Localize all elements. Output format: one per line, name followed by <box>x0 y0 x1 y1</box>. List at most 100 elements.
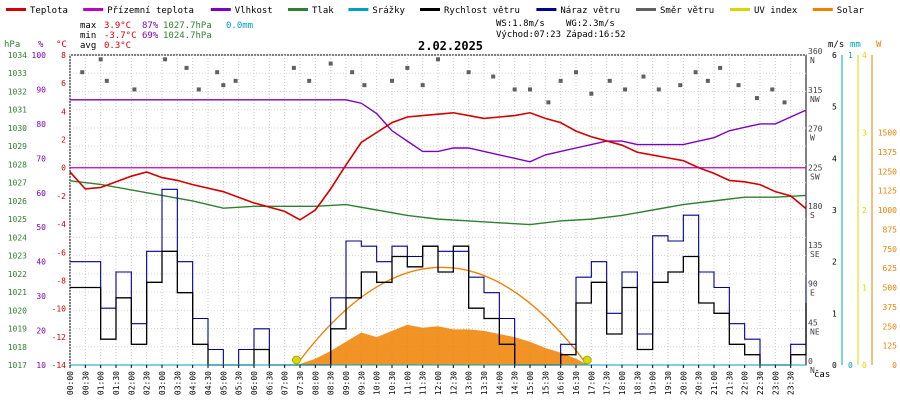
x-tick-label: 22:30 <box>756 371 765 395</box>
legend-label: Směr větru <box>660 6 714 16</box>
temperature-tick-label: -10 <box>52 305 67 314</box>
humidity-tick-label: 10 <box>36 361 46 370</box>
solar-tick-label: 1125 <box>878 187 897 196</box>
pressure-tick-label: 1033 <box>8 69 27 78</box>
x-tick-label: 05:30 <box>235 371 244 395</box>
stat-max-hum: 87% <box>142 21 159 31</box>
wind-direction-point <box>420 83 425 88</box>
legend-label: Teplota <box>30 6 68 16</box>
temperature-tick-label: -12 <box>52 333 67 342</box>
sunrise-stat: Východ:07:23 <box>496 30 561 40</box>
axes: 1017101810191020102110221023102410251026… <box>8 47 897 395</box>
wind-speed-tick-label: 0 <box>832 361 837 370</box>
axis-unit-labels: hPa % °C m/s mm W čas <box>4 40 882 380</box>
temperature-tick-label: -4 <box>56 220 66 229</box>
wind-direction-degree: 45 <box>808 318 818 327</box>
x-tick-label: 20:30 <box>695 371 704 395</box>
legend-swatch <box>420 8 440 11</box>
solar-tick-label: 1375 <box>878 148 897 157</box>
wind-speed-tick-label: 6 <box>832 51 837 60</box>
wind-direction-degree: 90 <box>808 280 818 289</box>
pressure-tick-label: 1018 <box>8 343 27 352</box>
precipitation-tick-label: 1 <box>848 51 853 60</box>
wind-direction-point <box>132 87 137 92</box>
wind-speed-tick-label: 3 <box>832 206 837 215</box>
unit-pct: % <box>38 40 44 50</box>
temperature-tick-label: 6 <box>61 79 66 88</box>
wind-speed-tick-label: 1 <box>832 309 837 318</box>
unit-w: W <box>876 40 882 50</box>
x-tick-label: 02:00 <box>127 371 136 395</box>
wind-direction-point <box>718 65 723 70</box>
legend-swatch <box>288 8 308 11</box>
x-tick-label: 11:00 <box>403 371 412 395</box>
x-tick-label: 16:00 <box>557 371 566 395</box>
precipitation-tick-label: 0 <box>848 361 853 370</box>
pressure-tick-label: 1029 <box>8 142 27 151</box>
wind-direction-point <box>693 70 698 75</box>
wind-speed-tick-label: 4 <box>832 154 837 163</box>
pressure-tick-label: 1020 <box>8 306 27 315</box>
wind-direction-point <box>589 91 594 96</box>
x-tick-label: 13:30 <box>480 371 489 395</box>
wind-direction-point <box>770 87 775 92</box>
uv-tick-label: 2 <box>862 206 867 215</box>
legend-label: Vlhkost <box>235 6 273 16</box>
x-tick-label: 18:30 <box>633 371 642 395</box>
wind-direction-degree: 225 <box>808 163 823 172</box>
wind-gust-line <box>70 188 807 366</box>
temperature-tick-label: 0 <box>61 164 66 173</box>
x-tick-label: 11:30 <box>419 371 428 395</box>
legend-label: Náraz větru <box>560 6 620 16</box>
humidity-tick-label: 60 <box>36 189 46 198</box>
temperature-tick-label: 4 <box>61 107 66 116</box>
wind-speed-tick-label: 2 <box>832 258 837 267</box>
x-tick-label: 07:00 <box>281 371 290 395</box>
stat-min-press: 1024.7hPa <box>163 31 212 41</box>
humidity-tick-label: 100 <box>32 51 47 60</box>
x-tick-label: 17:30 <box>603 371 612 395</box>
pressure-tick-label: 1023 <box>8 252 27 261</box>
wind-direction-cardinal: N <box>810 366 815 375</box>
stat-max-label: max <box>80 21 97 31</box>
x-tick-label: 14:00 <box>495 371 504 395</box>
pressure-tick-label: 1034 <box>8 51 27 60</box>
x-tick-label: 10:30 <box>388 371 397 395</box>
x-tick-label: 12:30 <box>449 371 458 395</box>
x-tick-label: 19:00 <box>649 371 658 395</box>
wind-direction-cardinal: E <box>810 289 815 298</box>
solar-tick-label: 250 <box>883 322 898 331</box>
wind-speed-stat: WS:1.8m/s <box>496 19 545 29</box>
x-tick-label: 20:00 <box>679 371 688 395</box>
pressure-line <box>69 180 807 226</box>
stats-block: max 3.9°C 87% 1027.7hPa 0.0mm min -3.7°C… <box>80 21 253 51</box>
stat-precip: 0.0mm <box>226 21 253 31</box>
sunset-marker <box>582 355 592 365</box>
wind-direction-point <box>390 78 394 83</box>
x-tick-label: 00:30 <box>81 371 90 395</box>
wind-direction-point <box>163 57 168 62</box>
legend-swatch <box>6 8 26 11</box>
x-tick-label: 18:00 <box>618 371 627 395</box>
pressure-tick-label: 1026 <box>8 197 27 206</box>
uv-tick-label: 3 <box>862 129 867 138</box>
humidity-line <box>70 99 807 163</box>
wind-direction-point <box>656 87 661 92</box>
humidity-tick-label: 40 <box>36 258 46 267</box>
humidity-tick-label: 30 <box>36 292 46 301</box>
x-tick-label: 17:00 <box>587 371 596 395</box>
solar-tick-label: 1000 <box>878 206 897 215</box>
pressure-tick-label: 1025 <box>8 215 27 224</box>
humidity-tick-label: 20 <box>36 327 46 336</box>
wind-direction-cardinal: N <box>810 56 815 65</box>
x-tick-label: 16:30 <box>572 371 581 395</box>
wind-direction-cardinal: NE <box>810 327 820 336</box>
x-tick-label: 09:00 <box>342 371 351 395</box>
wind-direction-cardinal: SW <box>810 172 820 181</box>
x-tick-label: 23:30 <box>787 371 796 395</box>
x-tick-label: 02:30 <box>143 371 152 395</box>
x-tick-label: 21:00 <box>710 371 719 395</box>
x-tick-label: 08:00 <box>311 371 320 395</box>
x-tick-label: 22:00 <box>741 371 750 395</box>
wind-direction-point <box>623 87 628 92</box>
